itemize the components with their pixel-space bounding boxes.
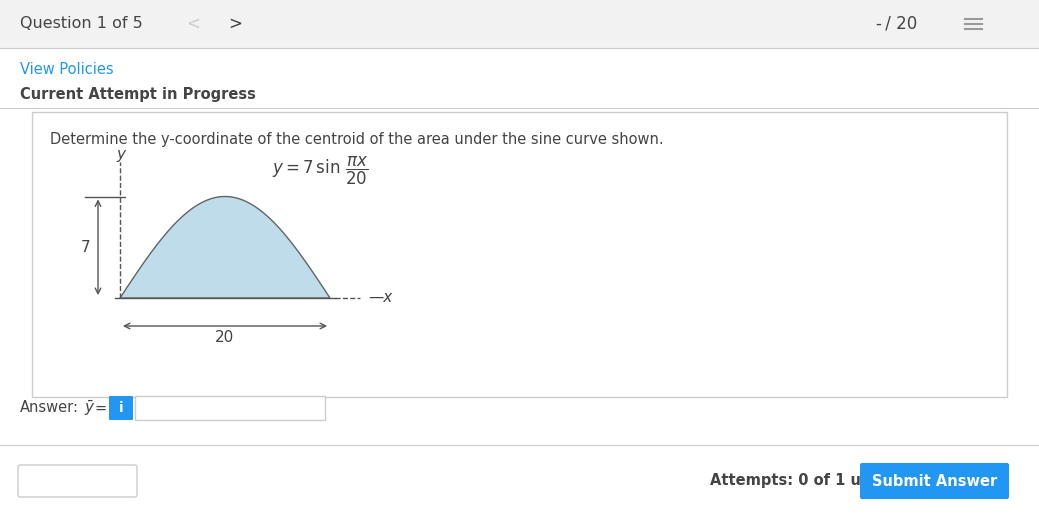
FancyBboxPatch shape xyxy=(18,465,137,497)
FancyBboxPatch shape xyxy=(109,396,133,420)
Text: Attempts: 0 of 1 used: Attempts: 0 of 1 used xyxy=(710,473,890,488)
Text: Current Attempt in Progress: Current Attempt in Progress xyxy=(20,86,256,101)
FancyBboxPatch shape xyxy=(135,396,325,420)
Text: =: = xyxy=(95,401,107,415)
Text: $\bar{y}$: $\bar{y}$ xyxy=(84,399,96,417)
Text: Submit Answer: Submit Answer xyxy=(872,473,997,488)
FancyBboxPatch shape xyxy=(0,0,1039,48)
Text: 20: 20 xyxy=(215,329,235,345)
Text: Question 1 of 5: Question 1 of 5 xyxy=(20,17,142,31)
Text: y: y xyxy=(116,147,126,162)
Text: View Policies: View Policies xyxy=(20,63,113,77)
Text: Save for Later: Save for Later xyxy=(28,474,127,488)
Text: Answer:: Answer: xyxy=(20,401,79,415)
Text: - / 20: - / 20 xyxy=(876,15,917,33)
Text: >: > xyxy=(228,15,242,33)
Text: i: i xyxy=(118,401,124,415)
Text: —x: —x xyxy=(368,290,393,304)
Text: 7: 7 xyxy=(81,240,90,255)
FancyBboxPatch shape xyxy=(0,48,1039,523)
Text: <: < xyxy=(186,15,199,33)
Text: $y = 7\,\sin\,\dfrac{\pi x}{20}$: $y = 7\,\sin\,\dfrac{\pi x}{20}$ xyxy=(272,154,369,187)
Polygon shape xyxy=(119,197,330,298)
FancyBboxPatch shape xyxy=(860,463,1009,499)
FancyBboxPatch shape xyxy=(32,112,1007,397)
Text: Determine the y-coordinate of the centroid of the area under the sine curve show: Determine the y-coordinate of the centro… xyxy=(50,132,664,147)
